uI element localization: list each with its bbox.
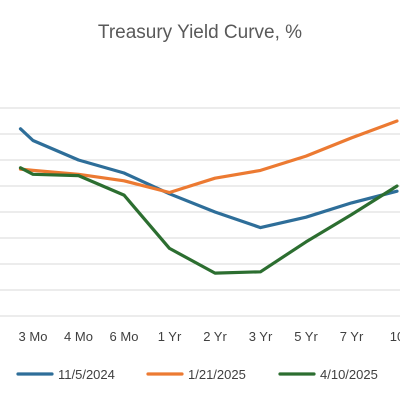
chart-title: Treasury Yield Curve, % bbox=[98, 22, 302, 43]
series-line-4-10-2025 bbox=[18, 166, 399, 275]
legend-label: 4/10/2025 bbox=[320, 367, 378, 382]
series-lines bbox=[18, 119, 399, 275]
legend-label: 11/5/2024 bbox=[58, 367, 115, 382]
gridlines bbox=[0, 107, 400, 317]
x-tick-label: 10 bbox=[390, 329, 400, 344]
legend-label: 1/21/2025 bbox=[188, 367, 246, 382]
x-tick-label: 5 Yr bbox=[294, 329, 318, 344]
legend: 11/5/2024 1/21/2025 4/10/2025 bbox=[16, 367, 378, 382]
series-line-11-5-2024 bbox=[18, 127, 399, 230]
x-tick-label: 6 Mo bbox=[110, 329, 139, 344]
x-tick-label: 3 Yr bbox=[249, 329, 273, 344]
x-axis-tick-labels: o3 Mo4 Mo6 Mo1 Yr2 Yr3 Yr5 Yr7 Yr10 bbox=[19, 329, 400, 344]
x-tick-label: 7 Yr bbox=[340, 329, 364, 344]
x-tick-label: 2 Yr bbox=[203, 329, 227, 344]
x-tick-label: 4 Mo bbox=[64, 329, 93, 344]
series-line-1-21-2025 bbox=[18, 119, 399, 195]
x-tick-label: 3 Mo bbox=[19, 329, 48, 344]
x-tick-label: 1 Yr bbox=[158, 329, 182, 344]
